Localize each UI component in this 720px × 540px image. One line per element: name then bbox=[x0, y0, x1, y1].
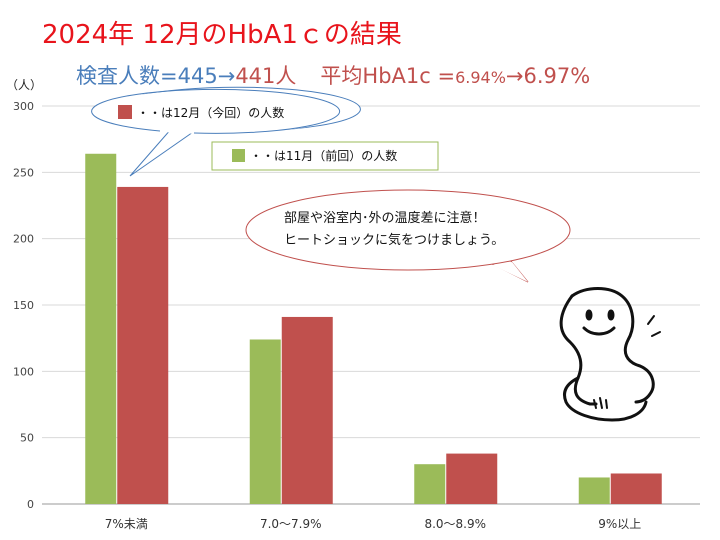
legend-bubble-outline bbox=[91, 88, 341, 134]
mascot-right-outline bbox=[570, 287, 655, 404]
summary-line: 検査人数=445→441人 平均HbA1c =6.94%→6.97% bbox=[76, 60, 590, 90]
mascot-marks bbox=[593, 397, 608, 409]
bar-prev-3 bbox=[578, 477, 610, 504]
bar-prev-2 bbox=[414, 464, 446, 504]
title-prefix: 2024年 12月の bbox=[42, 20, 228, 50]
page-title: 2024年 12月のHbA1ｃの結果 bbox=[42, 14, 402, 51]
count-label: 検査人数= bbox=[76, 64, 178, 88]
mascot-left-eye bbox=[585, 309, 593, 321]
legend-prev: ・・は11月（前回）の人数 bbox=[211, 141, 439, 171]
note-line-2: ヒートショックに気をつけましょう。 bbox=[284, 232, 504, 248]
legend-prev-swatch bbox=[232, 149, 245, 162]
mascot-left-outline bbox=[559, 294, 598, 406]
avg-prev: 6.94% bbox=[455, 68, 506, 87]
count-prev: 445 bbox=[177, 64, 218, 88]
y-tick-label: 250 bbox=[13, 166, 34, 179]
note-bubble-shape bbox=[245, 189, 571, 271]
avg-arrow: → bbox=[505, 64, 524, 88]
note-bubble-tail-fill bbox=[492, 262, 528, 282]
legend-prev-label: ・・は11月（前回）の人数 bbox=[250, 148, 397, 163]
mascot-right-eye bbox=[607, 309, 615, 321]
y-tick-label: 150 bbox=[13, 299, 34, 312]
x-category-label: 9%以上 bbox=[598, 517, 641, 531]
y-tick-label: 0 bbox=[27, 498, 34, 511]
y-axis-unit: （人） bbox=[6, 78, 43, 92]
legend-prev-box bbox=[211, 141, 439, 171]
bar-current-0 bbox=[117, 186, 169, 504]
mascot-base bbox=[563, 376, 648, 422]
y-tick-label: 50 bbox=[20, 432, 34, 445]
count-arrow: → bbox=[217, 64, 236, 88]
bar-prev-0 bbox=[85, 153, 117, 504]
mascot-smile bbox=[582, 326, 616, 336]
legend-current-bubble: ・・は12月（今回）の人数 bbox=[91, 86, 361, 177]
bar-current-2 bbox=[446, 453, 498, 504]
y-tick-label: 100 bbox=[13, 365, 34, 378]
y-tick-label: 300 bbox=[13, 100, 34, 113]
mascot-motion-lines bbox=[647, 315, 661, 337]
title-hba: HbA1ｃ bbox=[227, 20, 324, 50]
legend-current-swatch bbox=[118, 105, 132, 119]
legend-current-label: ・・は12月（今回）の人数 bbox=[137, 105, 284, 120]
legend-bubble-fill bbox=[92, 90, 340, 134]
title-suffix: の結果 bbox=[323, 20, 402, 50]
y-tick-label: 200 bbox=[13, 233, 34, 246]
count-now: 441人 bbox=[235, 64, 297, 88]
avg-label: 平均HbA1c = bbox=[320, 64, 456, 88]
x-category-label: 7.0〜7.9% bbox=[260, 517, 322, 531]
x-category-label: 8.0〜8.9% bbox=[424, 517, 486, 531]
x-category-label: 7%未満 bbox=[105, 517, 148, 531]
bars bbox=[85, 153, 662, 504]
y-axis-ticks: 0 50 100 150 200 250 300 bbox=[13, 100, 34, 511]
avg-now: 6.97% bbox=[523, 64, 591, 88]
mascot-illustration bbox=[559, 287, 661, 422]
note-bubble: 部屋や浴室内･外の温度差に注意！ ヒートショックに気をつけましょう。 bbox=[245, 189, 571, 283]
bar-current-3 bbox=[610, 473, 662, 504]
x-axis-categories: 7%未満 7.0〜7.9% 8.0〜8.9% 9%以上 bbox=[105, 517, 642, 531]
bar-prev-1 bbox=[249, 339, 281, 504]
bar-current-1 bbox=[281, 316, 333, 504]
note-line-1: 部屋や浴室内･外の温度差に注意！ bbox=[284, 210, 486, 226]
